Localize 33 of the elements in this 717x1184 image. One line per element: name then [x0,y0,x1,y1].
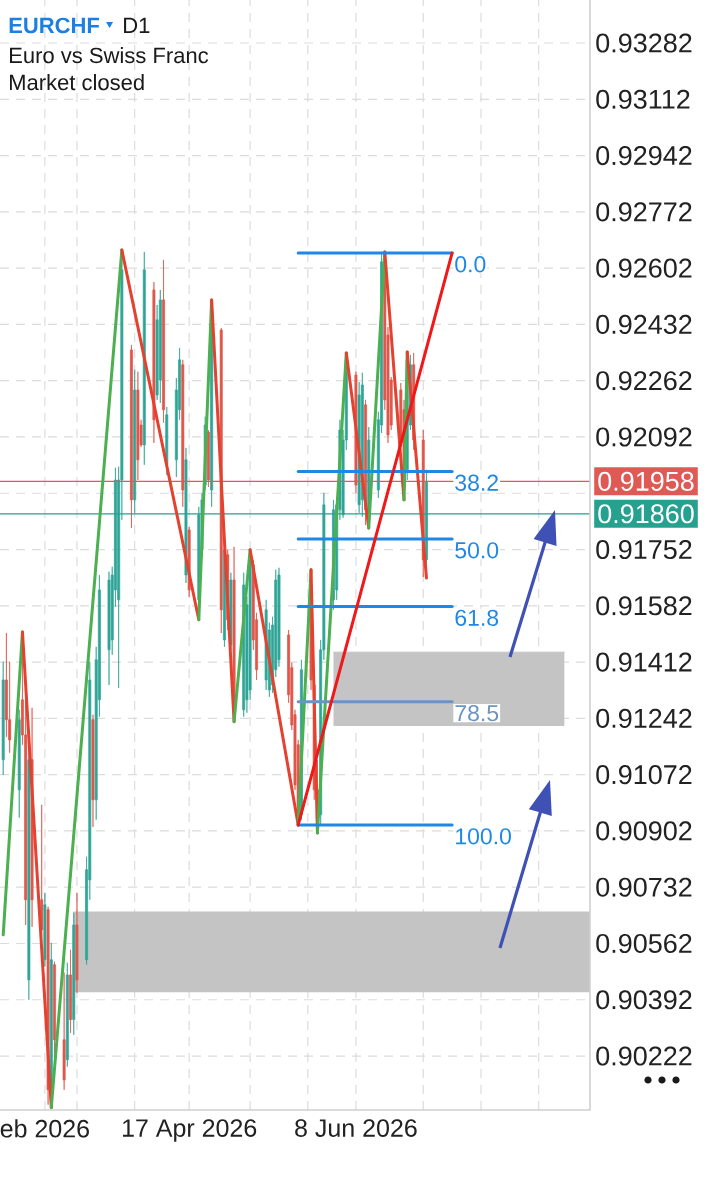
annotation: Market closed [10,74,144,91]
y-tick-label: 0.92262 [596,371,692,391]
y-tick-label: 0.91242 [596,708,692,728]
y-tick-label: 0.90732 [596,877,692,897]
series-label: 38.2 [455,474,498,491]
x-tick-label: eb 2026 [0,1119,89,1138]
series-label: 100.0 [456,828,511,845]
series-label: 61.8 [455,609,499,626]
y-tick-label: 0.91412 [596,652,692,672]
text: D1 [124,17,150,33]
y-tick-label: 0.92092 [596,427,692,447]
y-tick-label: 0.92942 [596,146,692,166]
y-tick-label: 0.93282 [596,33,692,53]
text: EURCHF [9,17,100,34]
annotation: Euro vs Swiss Franc [10,47,209,64]
series-label: 50.0 [455,542,499,559]
y-tick-label: 0.93112 [596,89,690,109]
y-tick-label: 0.91582 [596,596,692,616]
y-tick-label: 0.90562 [596,933,692,954]
y-tick-label: 0.91752 [596,539,692,560]
x-tick-label: 8 Jun 2026 [295,1119,417,1137]
y-tick-label: 0.90902 [596,821,692,841]
series-label: 0.0 [455,256,486,273]
y-tick-label: 0.90392 [596,990,692,1010]
ref-line-label: 0.91860 [598,504,694,524]
y-tick-label: 0.90222 [596,1046,692,1066]
ref-line-label: 0.91958 [598,471,694,491]
y-tick-label: 0.92432 [596,314,692,334]
y-tick-label: 0.91072 [596,765,692,785]
x-tick-label: 17 Apr 2026 [122,1119,257,1142]
series-label: 78.5 [455,705,499,722]
y-tick-label: 0.92772 [596,202,692,222]
y-tick-label: 0.92602 [596,258,692,278]
